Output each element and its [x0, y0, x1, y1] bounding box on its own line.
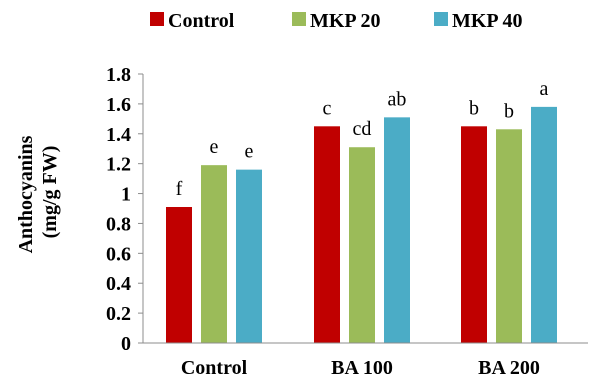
- bar-0-1: [201, 165, 227, 343]
- y-tick-label-1: 0.2: [106, 303, 131, 325]
- bar-1-1: [349, 147, 375, 343]
- y-tick-label-7: 1.4: [106, 124, 131, 146]
- y-tick-label-9: 1.8: [106, 64, 131, 86]
- x-category-label-1: BA 100: [331, 357, 393, 379]
- y-axis-label: Anthocyanins (mg/g FW): [15, 131, 61, 254]
- legend-label-2: MKP 40: [452, 10, 523, 32]
- data-label-1-2: ab: [388, 88, 407, 110]
- y-tick-label-0: 0: [121, 333, 131, 355]
- bar-2-0: [461, 126, 487, 343]
- x-category-label-0: Control: [181, 357, 248, 379]
- x-category-label-2: BA 200: [478, 357, 540, 379]
- bar-1-2: [384, 117, 410, 343]
- y-axis-label-line1: Anthocyanins: [15, 135, 37, 253]
- legend-swatch-2: [434, 12, 448, 26]
- data-label-1-0: c: [323, 97, 332, 119]
- data-label-1-1: cd: [353, 118, 372, 140]
- bar-0-0: [166, 207, 192, 343]
- data-label-0-0: f: [176, 178, 183, 200]
- bar-0-2: [236, 169, 262, 343]
- bar-2-2: [531, 106, 557, 343]
- y-tick-label-6: 1.2: [106, 154, 131, 176]
- data-label-0-2: e: [245, 141, 254, 163]
- y-tick-label-4: 0.8: [106, 213, 131, 235]
- y-tick-label-8: 1.6: [106, 94, 131, 116]
- y-axis-label-line2: (mg/g FW): [39, 146, 61, 239]
- y-tick-label-3: 0.6: [106, 243, 131, 265]
- legend-swatch-1: [292, 12, 306, 26]
- data-label-2-0: b: [469, 97, 479, 119]
- legend: Control MKP 20 MKP 40: [150, 10, 523, 32]
- x-axis: Control BA 100 BA 200: [143, 342, 588, 379]
- bar-1-0: [314, 126, 340, 343]
- y-tick-label-5: 1: [121, 184, 131, 206]
- y-tick-label-2: 0.4: [106, 273, 131, 295]
- data-label-0-1: e: [210, 136, 219, 158]
- data-label-2-1: b: [504, 100, 514, 122]
- bar-2-1: [496, 129, 522, 343]
- data-label-2-2: a: [540, 78, 549, 100]
- legend-swatch-0: [150, 12, 164, 26]
- legend-label-1: MKP 20: [310, 10, 381, 32]
- legend-label-0: Control: [168, 10, 235, 32]
- y-axis: 0 0.2 0.4 0.6 0.8 1 1.2 1.4 1.6 1.8: [106, 64, 144, 355]
